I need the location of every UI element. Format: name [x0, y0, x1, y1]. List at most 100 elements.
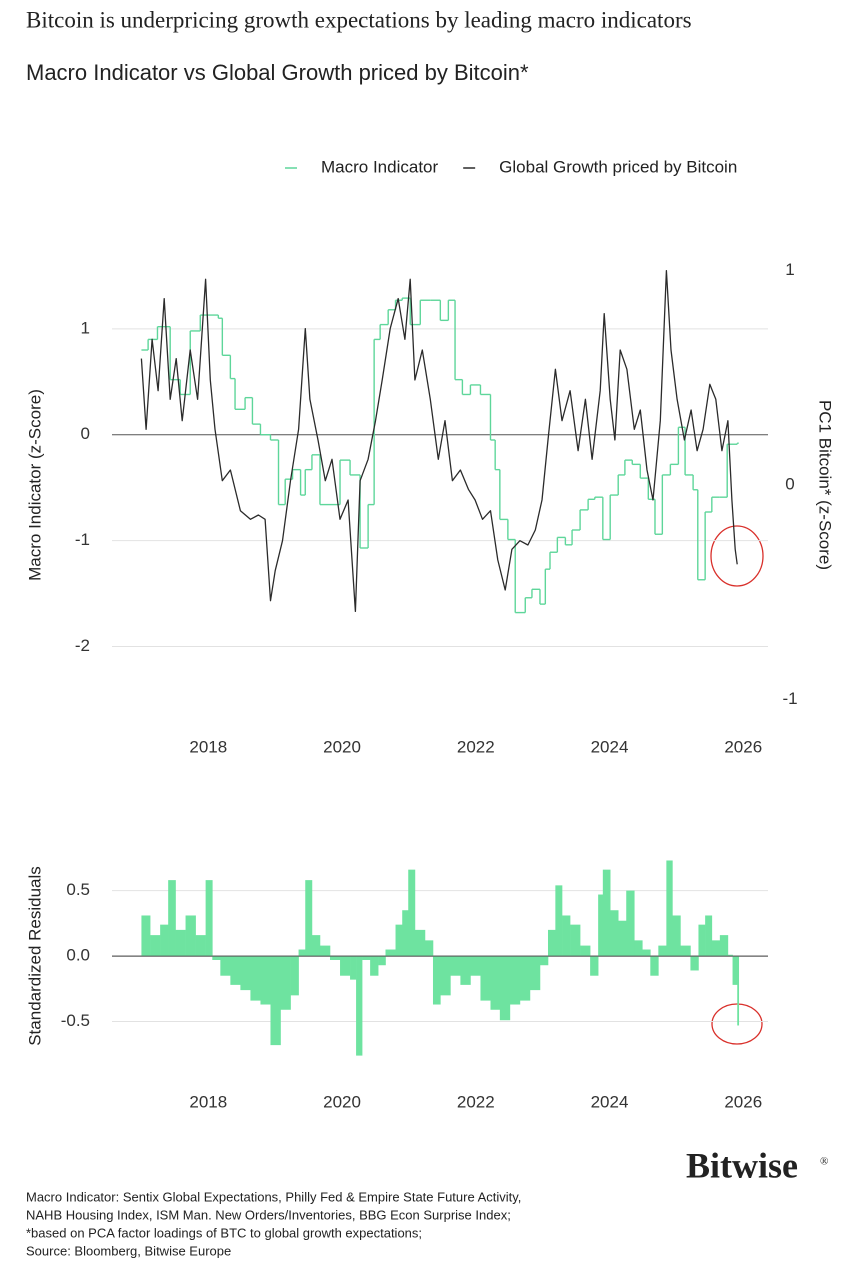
chart-title: Macro Indicator vs Global Growth priced … — [26, 60, 529, 85]
area-segment — [610, 910, 619, 957]
y-tick-label: 0.0 — [66, 946, 90, 965]
area-segment — [205, 880, 213, 957]
area-segment — [362, 956, 371, 960]
area-segment — [311, 935, 321, 957]
area-segment — [220, 956, 231, 976]
area-segment — [141, 915, 151, 957]
y-tick-label: -1 — [75, 530, 90, 549]
area-segment — [547, 929, 556, 957]
area-segment — [705, 915, 713, 957]
area-segment — [529, 956, 541, 991]
area-segment — [424, 940, 434, 957]
area-segment — [432, 956, 441, 1005]
area-segment — [240, 956, 251, 991]
highlight-circle — [711, 1003, 763, 1045]
area-segment — [732, 956, 738, 985]
area-segment — [580, 945, 591, 957]
y-tick-label: 0.5 — [66, 880, 90, 899]
area-segment — [680, 945, 691, 957]
area-segment — [509, 956, 521, 1005]
y-axis-label: Macro Indicator (z-Score) — [25, 389, 44, 581]
area-segment — [378, 956, 386, 966]
area-segment — [690, 956, 699, 971]
area-segment — [711, 940, 721, 957]
area-segment — [414, 929, 426, 957]
area-segment — [319, 945, 331, 957]
x-tick-label: 2020 — [323, 737, 361, 756]
area-segment — [570, 924, 581, 957]
area-segment — [305, 880, 313, 957]
x-tick-label: 2026 — [724, 737, 762, 756]
area-segment — [340, 956, 351, 976]
x-tick-label: 2024 — [591, 737, 629, 756]
area-segment — [160, 924, 169, 957]
area-segment — [562, 915, 571, 957]
area-segment — [440, 956, 451, 996]
logo-mark: ® — [820, 1156, 828, 1168]
x-tick-label: 2026 — [724, 1092, 762, 1111]
area-segment — [460, 956, 471, 985]
area-segment — [737, 956, 740, 1026]
y-tick-label: -2 — [75, 636, 90, 655]
area-segment — [250, 956, 261, 1001]
area-segment — [230, 956, 241, 985]
legend-label: Macro Indicator — [321, 157, 438, 176]
area-segment — [329, 956, 341, 960]
area-segment — [634, 940, 643, 957]
area-segment — [719, 935, 729, 957]
area-segment — [270, 956, 281, 1046]
y2-tick-label: -1 — [782, 689, 797, 708]
area-segment — [260, 956, 271, 1005]
area-segment — [280, 956, 291, 1010]
y2-tick-label: 1 — [785, 260, 794, 279]
x-tick-label: 2018 — [189, 1092, 227, 1111]
legend-label: Global Growth priced by Bitcoin — [499, 157, 737, 176]
area-segment — [642, 949, 651, 957]
area-segment — [212, 956, 221, 960]
area-segment — [402, 910, 409, 957]
area-segment — [480, 956, 491, 1001]
area-segment — [618, 920, 627, 957]
area-segment — [555, 885, 563, 957]
area-segment — [519, 956, 531, 1001]
y2-tick-label: 0 — [785, 474, 794, 493]
x-tick-label: 2020 — [323, 1092, 361, 1111]
footnote: NAHB Housing Index, ISM Man. New Orders/… — [26, 1207, 511, 1222]
x-tick-label: 2018 — [189, 737, 227, 756]
area-segment — [658, 945, 667, 957]
footnote: *based on PCA factor loadings of BTC to … — [26, 1225, 422, 1240]
logo: Bitwise — [686, 1145, 798, 1185]
area-segment — [499, 956, 511, 1021]
area-segment — [672, 915, 681, 957]
x-tick-label: 2022 — [457, 1092, 495, 1111]
y-tick-label: 1 — [81, 318, 90, 337]
highlight-circle — [710, 525, 764, 587]
x-tick-label: 2024 — [591, 1092, 629, 1111]
area-segment — [195, 935, 206, 957]
area-segment — [350, 956, 357, 980]
area-segment — [395, 924, 403, 957]
area-segment — [650, 956, 659, 976]
area-segment — [666, 860, 673, 957]
y-axis-label: Standardized Residuals — [25, 866, 44, 1046]
area-segment — [727, 954, 733, 957]
area-segment — [590, 956, 599, 976]
footnote: Source: Bloomberg, Bitwise Europe — [26, 1243, 231, 1258]
series-line — [140, 270, 738, 613]
area-segment — [290, 956, 299, 996]
area-segment — [698, 924, 706, 957]
area-segment — [150, 935, 161, 957]
area-segment — [370, 956, 379, 976]
area-segment — [602, 869, 611, 957]
area-segment — [598, 894, 604, 957]
area-segment — [356, 956, 363, 1056]
area-segment — [408, 869, 416, 957]
page-title: Bitcoin is underpricing growth expectati… — [26, 7, 692, 32]
area-segment — [470, 956, 481, 976]
area-segment — [626, 890, 635, 957]
area-segment — [490, 956, 501, 1010]
area-segment — [539, 956, 549, 966]
area-segment — [450, 956, 461, 976]
footnote: Macro Indicator: Sentix Global Expectati… — [26, 1189, 521, 1204]
